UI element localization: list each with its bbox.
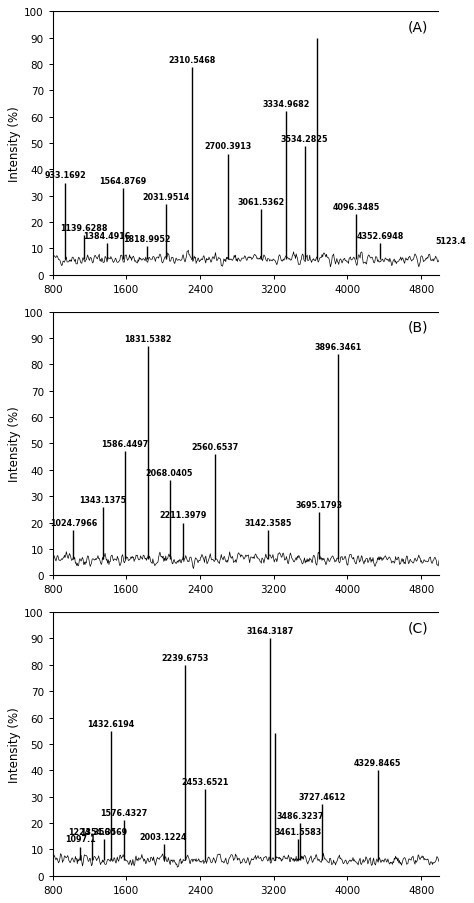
Text: 2453.6521: 2453.6521 bbox=[182, 777, 229, 786]
Text: 2560.6537: 2560.6537 bbox=[191, 442, 238, 452]
Y-axis label: Intensity (%): Intensity (%) bbox=[9, 406, 21, 482]
Text: 1586.4497: 1586.4497 bbox=[101, 440, 149, 449]
Text: 2211.3979: 2211.3979 bbox=[159, 511, 206, 520]
Text: 1384.4916: 1384.4916 bbox=[83, 232, 130, 241]
Y-axis label: Intensity (%): Intensity (%) bbox=[9, 706, 21, 782]
Text: 1576.4327: 1576.4327 bbox=[100, 808, 148, 817]
Text: 1097.1: 1097.1 bbox=[65, 834, 95, 843]
Text: 1224.3560: 1224.3560 bbox=[68, 826, 116, 835]
Text: 5123.4: 5123.4 bbox=[436, 237, 466, 246]
Text: 2310.5468: 2310.5468 bbox=[168, 55, 216, 64]
Text: 3334.9682: 3334.9682 bbox=[263, 100, 310, 109]
Text: (A): (A) bbox=[408, 20, 428, 34]
Text: 933.1692: 933.1692 bbox=[44, 172, 86, 181]
Text: 3695.1793: 3695.1793 bbox=[296, 500, 343, 509]
Text: 1831.5382: 1831.5382 bbox=[124, 334, 172, 343]
Text: 3534.2825: 3534.2825 bbox=[281, 135, 328, 144]
Text: 3727.4612: 3727.4612 bbox=[299, 793, 346, 802]
Text: 1343.1375: 1343.1375 bbox=[79, 495, 127, 504]
Text: 4352.6948: 4352.6948 bbox=[356, 232, 403, 241]
Text: (B): (B) bbox=[407, 321, 428, 334]
Text: 1139.6288: 1139.6288 bbox=[60, 224, 108, 233]
Text: 2031.9514: 2031.9514 bbox=[143, 192, 190, 201]
Text: (C): (C) bbox=[407, 620, 428, 634]
Text: 3896.3461: 3896.3461 bbox=[314, 342, 362, 351]
Text: 1024.7966: 1024.7966 bbox=[50, 518, 97, 527]
Text: 3142.3585: 3142.3585 bbox=[245, 518, 292, 527]
Text: 4329.8465: 4329.8465 bbox=[354, 759, 401, 768]
Text: 1354.3569: 1354.3569 bbox=[80, 826, 128, 835]
Text: 3164.3187: 3164.3187 bbox=[247, 627, 294, 636]
Text: 2700.3913: 2700.3913 bbox=[204, 143, 251, 152]
Text: 3061.5362: 3061.5362 bbox=[237, 198, 284, 207]
Text: 2003.1224: 2003.1224 bbox=[140, 832, 187, 841]
Y-axis label: Intensity (%): Intensity (%) bbox=[9, 106, 21, 182]
Text: 1818.9952: 1818.9952 bbox=[123, 235, 170, 244]
Text: 1432.6194: 1432.6194 bbox=[87, 719, 135, 728]
Text: 4096.3485: 4096.3485 bbox=[333, 203, 380, 212]
Text: 3461.5583: 3461.5583 bbox=[274, 826, 321, 835]
Text: 2239.6753: 2239.6753 bbox=[162, 653, 209, 662]
Text: 2068.0405: 2068.0405 bbox=[146, 469, 193, 478]
Text: 3486.3237: 3486.3237 bbox=[276, 811, 324, 820]
Text: 1564.8769: 1564.8769 bbox=[100, 176, 147, 185]
